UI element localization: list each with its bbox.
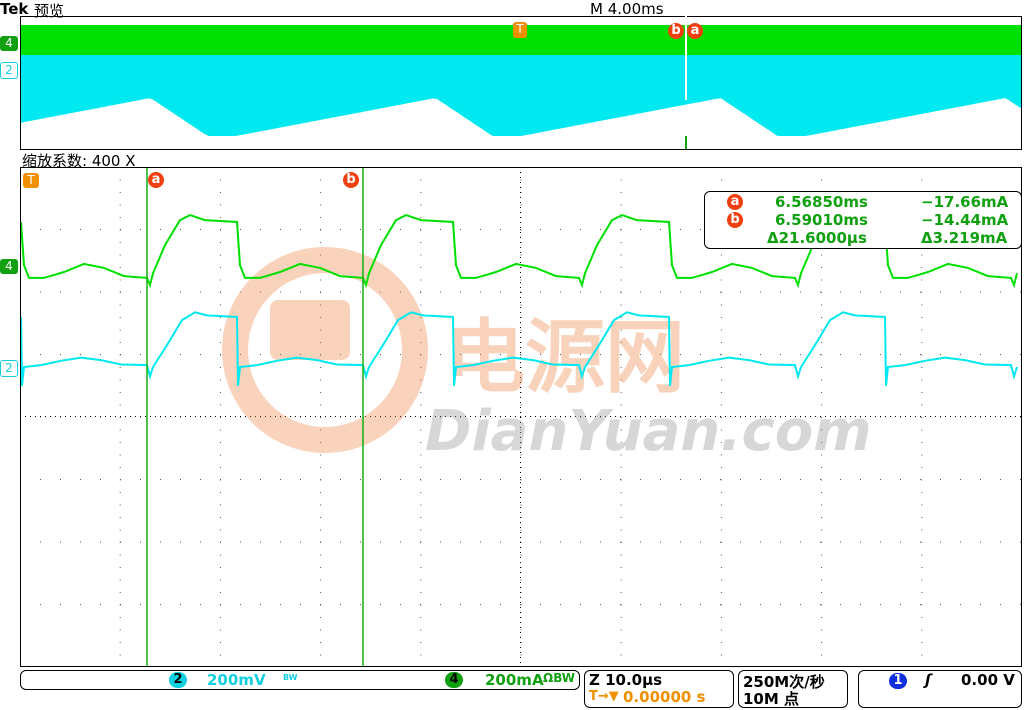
cursors bbox=[146, 167, 364, 667]
trigger-offscreen-marker[interactable]: T bbox=[23, 173, 39, 188]
readout-delta-value: Δ3.219mA bbox=[921, 229, 1008, 247]
trigger-status[interactable]: 1 ʃ 0.00 V bbox=[858, 670, 1022, 708]
ch4-badge[interactable]: 4 bbox=[445, 672, 463, 688]
overview-ch2-envelope bbox=[21, 55, 1021, 136]
readout-b-time: 6.59010ms bbox=[775, 211, 868, 229]
ch4-marker[interactable]: 4 bbox=[0, 36, 18, 51]
record-length: 10M 点 bbox=[743, 690, 800, 708]
cursor-readout: a 6.56850ms −17.66mA b 6.59010ms −14.44m… bbox=[704, 191, 1022, 249]
waveform-ch2 bbox=[20, 311, 1018, 386]
timebase-label: M 4.00ms bbox=[590, 0, 664, 18]
overview-frame bbox=[20, 16, 1022, 150]
graticule bbox=[20, 167, 1022, 667]
main-frame bbox=[20, 167, 1022, 667]
overview-waveform bbox=[21, 25, 1021, 136]
cursor-b-handle[interactable]: b bbox=[343, 172, 359, 188]
watermark-cn: 电源网 bbox=[445, 311, 685, 404]
acquisition-status[interactable]: 250M次/秒 10M 点 bbox=[738, 670, 848, 708]
horizontal-status[interactable]: Z 10.0µs T→▼ 0.00000 s bbox=[584, 670, 734, 708]
channel-status-bar[interactable]: 2 200mV BW 4 200mA ΩBW bbox=[20, 670, 580, 690]
sample-rate: 250M次/秒 bbox=[743, 673, 825, 691]
brand-logo: Tek bbox=[0, 0, 29, 18]
zoom-scale[interactable]: Z 10.0µs bbox=[589, 671, 663, 689]
readout-a-icon: a bbox=[727, 194, 743, 210]
trigger-source-badge[interactable]: 1 bbox=[889, 673, 907, 689]
ch2-ground-marker[interactable]: 2 bbox=[0, 360, 18, 377]
rising-edge-icon[interactable]: ʃ bbox=[925, 671, 932, 689]
cursor-a-handle[interactable]: a bbox=[148, 172, 164, 188]
watermark-en: DianYuan.com bbox=[425, 399, 872, 464]
readout-b-icon: b bbox=[727, 212, 743, 228]
trigger-position[interactable]: 0.00000 s bbox=[623, 688, 706, 706]
readout-a-time: 6.56850ms bbox=[775, 193, 868, 211]
readout-b-value: −14.44mA bbox=[921, 211, 1009, 229]
ch2-marker-overview[interactable]: 2 bbox=[0, 62, 18, 79]
readout-a-value: −17.66mA bbox=[921, 193, 1009, 211]
trigger-position-icon: T→▼ bbox=[589, 689, 619, 704]
zoom-factor: 缩放系数: 400 X bbox=[22, 152, 136, 170]
ch4-ground-marker[interactable]: 4 bbox=[0, 259, 18, 274]
cursor-b-overview: b bbox=[668, 23, 684, 39]
readout-delta-time: Δ21.6000µs bbox=[767, 229, 867, 247]
cursor-a-overview: a bbox=[687, 23, 703, 39]
ch2-bw-icon: BW bbox=[283, 673, 298, 682]
trigger-marker-overview[interactable]: T bbox=[513, 22, 527, 38]
mode-label: 预览 bbox=[34, 2, 65, 20]
ch4-bw-icon: ΩBW bbox=[543, 671, 575, 685]
trigger-level[interactable]: 0.00 V bbox=[961, 671, 1015, 689]
ch4-scale[interactable]: 200mA bbox=[485, 671, 544, 689]
ch2-badge[interactable]: 2 bbox=[169, 672, 187, 688]
ch2-scale[interactable]: 200mV bbox=[207, 671, 266, 689]
watermark-logo: 电源网 DianYuan.com bbox=[222, 247, 872, 464]
